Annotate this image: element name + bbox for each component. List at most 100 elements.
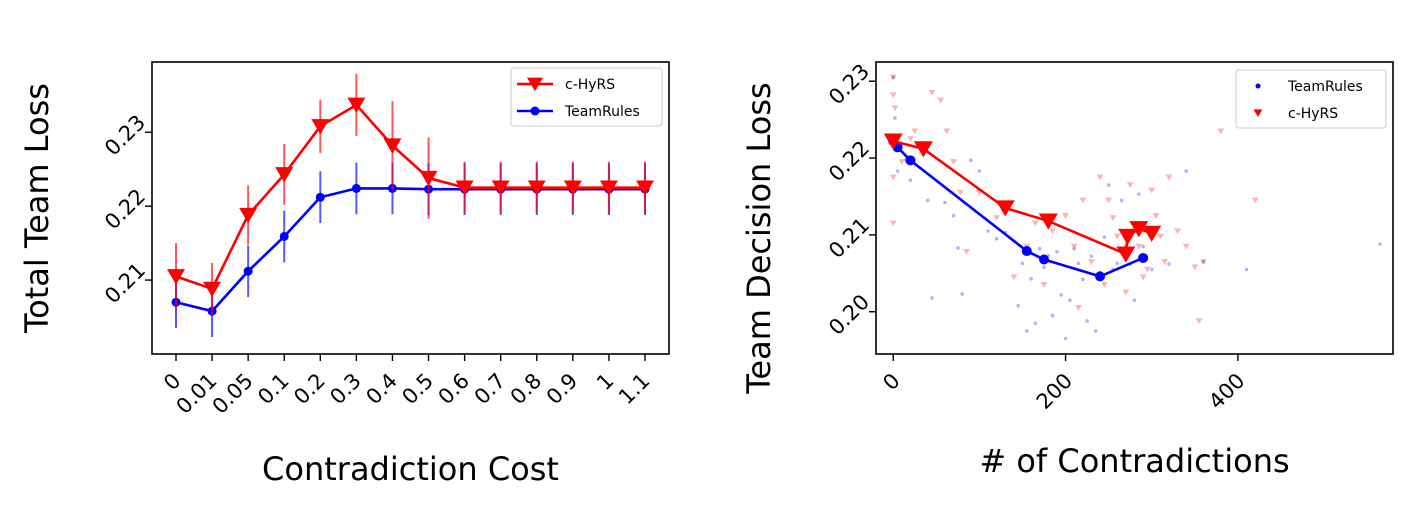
scatter-point [1115, 261, 1120, 266]
x-axis-label: Contradiction Cost [262, 450, 559, 488]
x-tick-label: 0.01 [172, 369, 222, 419]
x-tick-label: 0.1 [253, 369, 294, 410]
scatter-point [986, 229, 990, 233]
data-point [1095, 271, 1106, 282]
data-point [1118, 228, 1138, 245]
scatter-point [1093, 329, 1098, 333]
scatter-point [1076, 261, 1081, 266]
scatter-point [1033, 321, 1038, 326]
series-line [175, 103, 645, 291]
scatter-point [1102, 235, 1107, 239]
scatter-point [1122, 289, 1130, 296]
scatter-point [1062, 212, 1069, 219]
scatter-point [1042, 265, 1046, 269]
scatter-point [1184, 169, 1188, 173]
scatter-point [957, 189, 964, 196]
x-tick-label: 0.6 [434, 369, 475, 410]
y-axis-label: Total Team Loss [18, 83, 56, 334]
y-tick-label: 0.23 [100, 110, 150, 160]
scatter-point [1100, 282, 1108, 288]
scatter-point [1085, 319, 1089, 323]
scatter-point [951, 213, 956, 218]
scatter-point [1050, 313, 1055, 318]
scatter-point [928, 90, 936, 96]
legend: TeamRules c-HyRS [1235, 69, 1387, 129]
scatter-point [1089, 254, 1094, 259]
series-line [175, 187, 645, 313]
data-point [491, 180, 510, 196]
x-tick-label: 0.7 [470, 369, 511, 410]
legend-swatch-marker [527, 77, 543, 92]
y-tick-label: 0.22 [824, 136, 874, 186]
data-point [995, 200, 1015, 217]
plot-frame [151, 61, 670, 355]
data-point [279, 231, 289, 241]
scatter-point [1096, 174, 1104, 181]
scatter-point [1167, 262, 1171, 266]
scatter-point [1191, 264, 1199, 271]
y-tick-label: 0.23 [824, 59, 874, 109]
data-point [1129, 221, 1149, 238]
data-point [905, 155, 916, 166]
scatter-point [908, 178, 913, 183]
scatter-point [1016, 303, 1020, 308]
scatter-point [1024, 329, 1029, 333]
x-tick-label: 0.9 [542, 369, 583, 410]
data-point [419, 170, 438, 187]
axis-ticks: 0 200 400 0.20 0.21 0.22 0.23 [824, 59, 1249, 414]
scatter-point [925, 198, 930, 203]
data-point [239, 207, 258, 224]
scatter-point [1165, 174, 1173, 181]
scatter-point [1049, 228, 1057, 235]
data-point [527, 180, 546, 196]
legend-swatch-marker [1255, 83, 1261, 89]
y-tick-label: 0.22 [100, 184, 150, 234]
scatter-point [1020, 261, 1025, 266]
data-point [1138, 252, 1149, 263]
data-point [1021, 246, 1032, 257]
data-point [315, 192, 325, 202]
scatter-point [1135, 243, 1143, 250]
scatter-point [1251, 197, 1259, 204]
scatter-point [1139, 274, 1147, 281]
legend-label: c-HyRS [565, 77, 615, 93]
scatter-point [1032, 220, 1039, 227]
scatter-point [1174, 228, 1181, 235]
scatter-point [1105, 197, 1113, 204]
x-tick-label: 0.3 [325, 369, 366, 410]
data-point [455, 180, 474, 196]
x-tick-label: 0.5 [397, 369, 438, 410]
scatter-point [1068, 298, 1072, 303]
scatter-point [943, 200, 947, 205]
x-tick-label: 0.8 [506, 369, 547, 410]
scatter-point [889, 174, 897, 181]
scatter-point [963, 249, 970, 255]
scatter-point [1161, 259, 1169, 265]
scatter-point [1126, 182, 1134, 189]
data-point [1038, 213, 1058, 230]
scatter-point [889, 74, 897, 81]
scatter-point [943, 128, 951, 135]
legend-label: c-HyRS [1288, 106, 1338, 122]
data-point [383, 138, 402, 154]
y-tick-label: 0.21 [824, 213, 874, 263]
scatter-point [1010, 274, 1018, 281]
scatter-point [1148, 187, 1156, 194]
x-tick-label: 0 [878, 369, 904, 395]
scatter-point [1029, 276, 1033, 281]
scatter-point [1156, 233, 1164, 240]
scatter-point [994, 236, 999, 241]
data-point [913, 141, 933, 158]
scatter-point [891, 105, 899, 112]
scatter-point [893, 116, 897, 120]
scatter-point [1217, 128, 1225, 135]
data-point [275, 167, 294, 183]
scatter-point [1059, 293, 1064, 297]
x-tick-label: 200 [1032, 369, 1077, 414]
scatter-point [1040, 282, 1048, 288]
data-point [243, 266, 253, 276]
scatter-point [1200, 259, 1207, 265]
scatter-point [960, 292, 964, 296]
y-tick-label: 0.20 [824, 290, 874, 340]
